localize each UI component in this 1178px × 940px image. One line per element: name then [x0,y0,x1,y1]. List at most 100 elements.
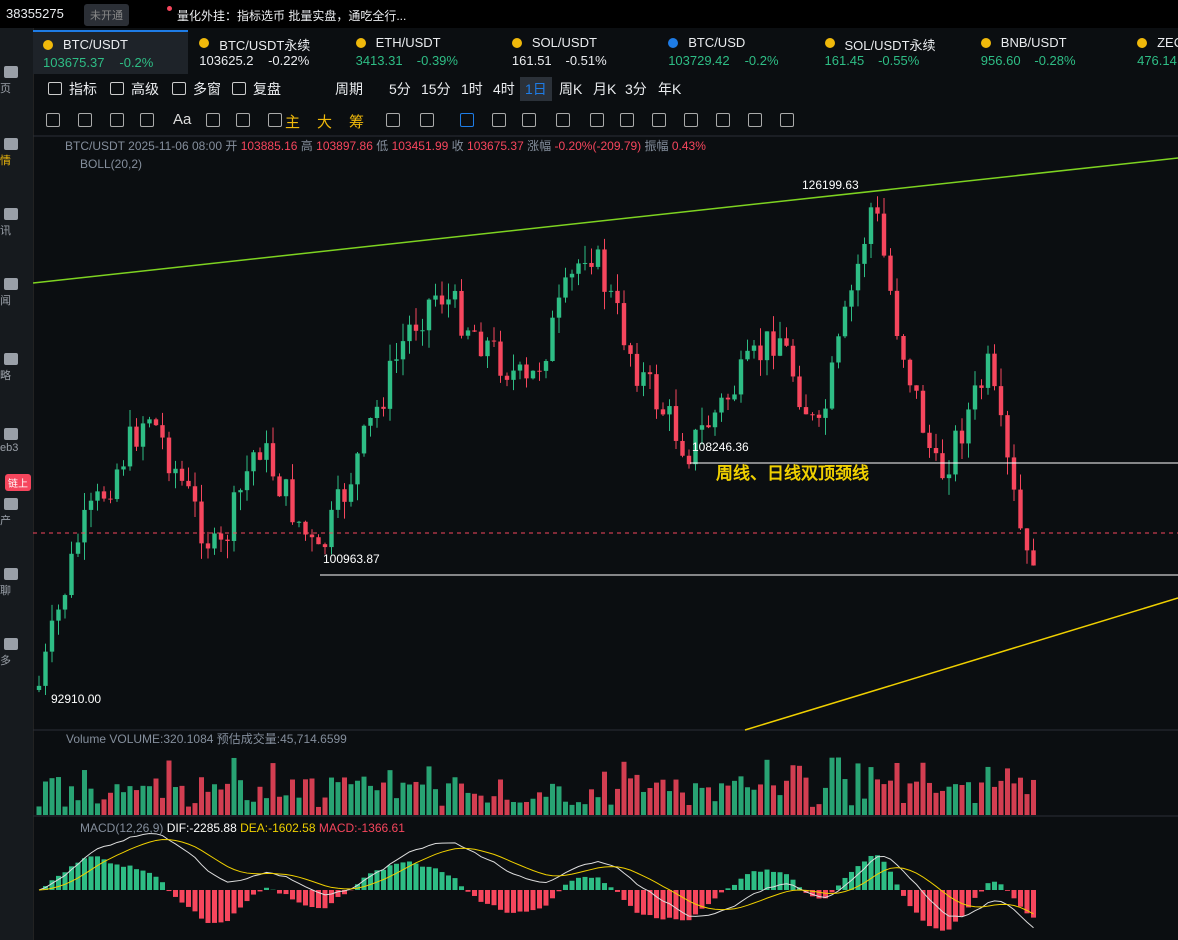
sidebar-icon[interactable] [4,568,18,580]
drawing-icon[interactable] [268,113,282,127]
drawing-tool[interactable]: 主 [285,114,301,131]
volume-bar [797,765,802,815]
drawing-icon[interactable] [780,113,794,127]
candle-body [875,207,880,214]
ticker-tab[interactable]: BTC/USDT 103675.37 -0.2% [33,30,188,74]
drawing-icon[interactable] [78,113,92,127]
toolbar-button[interactable]: 高级 [131,81,159,97]
sidebar-icon[interactable] [4,498,18,510]
toolbar-button[interactable]: 指标 [69,81,97,97]
ticker-tab[interactable]: ZEC 476.14 [1127,30,1178,72]
volume-bar [270,763,276,815]
sidebar-badge[interactable]: 链上 [5,474,31,491]
candle-body [251,452,256,472]
ticker-tab[interactable]: BTC/USDT永续 103625.2 -0.22% [189,30,344,72]
macd-bar [478,890,484,902]
volume-bar [550,783,555,815]
sidebar-icon[interactable] [4,638,18,650]
ticker-tab[interactable]: BNB/USDT 956.60 -0.28% [971,30,1126,72]
sidebar-label[interactable]: 聊 [0,585,11,597]
ticker-tab[interactable]: ETH/USDT 3413.31 -0.39% [346,30,501,72]
volume-bar [368,785,373,815]
toolbar-button[interactable]: 1日 [520,77,552,101]
volume-bar [335,782,341,815]
drawing-icon[interactable] [206,113,220,127]
sidebar-label[interactable]: 产 [0,515,11,527]
sidebar-icon[interactable] [4,138,18,150]
drawing-icon[interactable] [386,113,400,127]
sidebar-label[interactable]: 页 [0,83,11,95]
sidebar-icon[interactable] [4,353,18,365]
macd-bar [933,890,939,929]
volume-bar [426,766,432,815]
drawing-icon[interactable] [652,113,666,127]
macd-bar [550,890,555,899]
volume-bar [569,804,575,815]
sidebar-icon[interactable] [4,208,18,220]
toolbar-button[interactable]: 1时 [461,81,483,97]
volume-bar [218,789,224,815]
toolbar-button[interactable]: 3分 [625,81,647,97]
toolbar-button[interactable]: 月K [593,81,617,97]
toolbar-button[interactable]: 周K [559,81,583,97]
macd-bar [712,890,718,899]
macd-bar [290,890,295,900]
drawing-icon[interactable] [620,113,634,127]
drawing-icon[interactable] [236,113,250,127]
drawing-icon[interactable] [716,113,730,127]
drawing-tool[interactable]: 筹 [349,114,365,131]
toolbar-button[interactable]: 15分 [421,81,451,97]
sidebar-label[interactable]: 闻 [0,295,11,307]
toolbar-icon[interactable] [48,82,62,95]
toolbar-icon[interactable] [232,82,246,95]
sidebar-label[interactable]: 多 [0,655,11,667]
ticker-tab[interactable]: BTC/USD 103729.42 -0.2% [658,30,813,72]
badge[interactable]: 未开通 [84,4,129,26]
drawing-icon[interactable] [46,113,60,127]
sidebar-icon[interactable] [4,428,18,440]
toolbar-button[interactable]: 4时 [493,81,515,97]
sidebar-label[interactable]: 讯 [0,225,11,237]
drawing-icon[interactable] [590,113,604,127]
volume-bar [121,792,126,815]
macd-bar [680,890,685,921]
sidebar-label[interactable]: 略 [0,370,11,382]
drawing-tool[interactable]: 大 [317,114,333,131]
volume-bar [322,797,328,815]
candle-body [901,336,906,360]
ticker-icon [355,38,366,48]
drawing-icon[interactable] [110,113,124,127]
sidebar-icon[interactable] [4,278,18,290]
macd-bar [816,890,822,899]
drawing-icon[interactable] [556,113,570,127]
ticker-tab[interactable]: SOL/USDT 161.51 -0.51% [502,30,657,72]
candle-body [1005,415,1010,458]
toolbar-button[interactable]: 5分 [389,81,411,97]
toolbar-button[interactable]: 年K [658,81,682,97]
drawing-icon[interactable] [522,113,536,127]
toolbar-button[interactable]: 多窗 [193,81,221,97]
toolbar-button[interactable]: 周期 [335,81,363,97]
drawing-icon[interactable] [684,113,698,127]
drawing-icon[interactable] [460,113,474,127]
volume-bar [790,765,796,815]
drawing-icon[interactable] [140,113,154,127]
ticker-tab[interactable]: SOL/USDT永续 161.45 -0.55% [815,30,970,72]
notice[interactable]: 量化外挂：指标选币 批量实盘，通吃全行... [177,9,407,23]
sidebar-label[interactable]: 情 [0,155,11,167]
drawing-tool[interactable]: Aa [173,111,192,128]
drawing-icon[interactable] [420,113,434,127]
candle-body [953,430,958,475]
toolbar-icon[interactable] [172,82,186,95]
toolbar-icon[interactable] [110,82,124,95]
sidebar-label[interactable]: eb3 [0,442,19,454]
macd-bar [322,890,328,909]
sidebar-icon[interactable] [4,66,18,78]
drawing-icon[interactable] [492,113,506,127]
toolbar-button[interactable]: 复盘 [253,81,281,97]
macd-bar [660,890,666,920]
volume-bar [244,800,250,815]
candle-body [166,437,172,474]
drawing-icon[interactable] [748,113,762,127]
candle-body [400,341,406,360]
